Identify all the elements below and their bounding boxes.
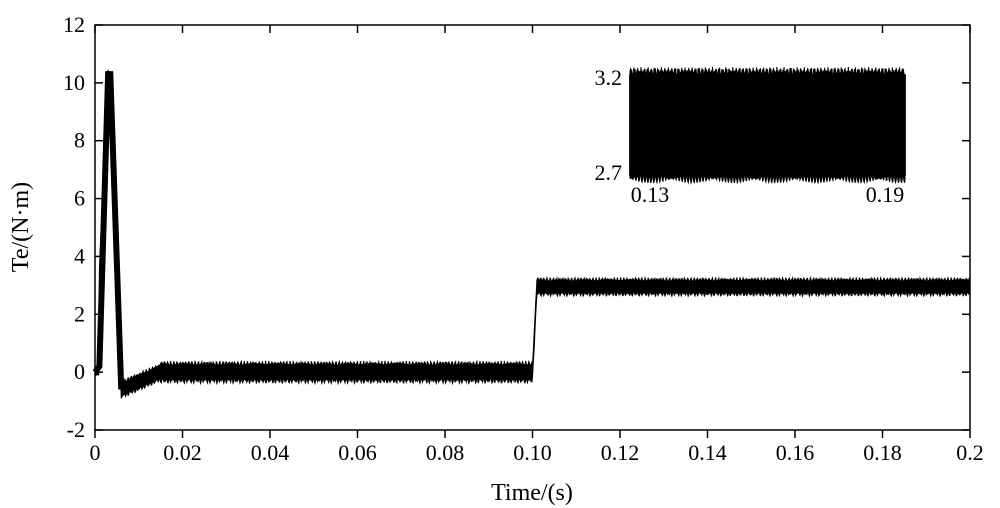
- x-axis-label: Time/(s): [491, 480, 573, 506]
- x-tick-label: 0.02: [163, 440, 202, 465]
- x-tick-label: 0.06: [338, 440, 377, 465]
- y-tick-label: 2: [74, 301, 85, 326]
- y-tick-label: 0: [74, 359, 85, 384]
- x-tick-label: 0.18: [863, 440, 902, 465]
- initial-transient: [95, 74, 121, 389]
- x-tick-label: 0.12: [601, 440, 640, 465]
- x-tick-label: 0.2: [956, 440, 984, 465]
- inset-signal-band: [630, 67, 905, 183]
- x-tick-label: 0.14: [688, 440, 727, 465]
- x-tick-label: 0.10: [513, 440, 552, 465]
- y-tick-label: 6: [74, 186, 85, 211]
- inset-x-tick-right: 0.19: [866, 182, 905, 207]
- x-tick-label: 0: [90, 440, 101, 465]
- x-tick-label: 0.04: [251, 440, 290, 465]
- y-tick-label: 12: [63, 12, 85, 37]
- chart-container: 0 0.02 0.04 0.06 0.08 0.10 0.12 0.14 0.16 0.18 0.2…: [0, 0, 1000, 508]
- y-tick-label: -2: [67, 417, 85, 442]
- y-tick-label: 4: [74, 243, 85, 268]
- inset-y-tick-low: 2.7: [595, 160, 623, 185]
- inset-x-tick-left: 0.13: [631, 182, 670, 207]
- x-tick-label: 0.16: [776, 440, 815, 465]
- y-tick-label: 8: [74, 128, 85, 153]
- x-tick-label: 0.08: [426, 440, 465, 465]
- y-axis-label: Te/(N·m): [8, 182, 34, 272]
- y-tick-label: 10: [63, 70, 85, 95]
- inset-y-tick-high: 3.2: [595, 65, 623, 90]
- inset-data-series: [630, 67, 905, 183]
- chart-svg: 0 0.02 0.04 0.06 0.08 0.10 0.12 0.14 0.16 0.18 0.2…: [0, 0, 1000, 508]
